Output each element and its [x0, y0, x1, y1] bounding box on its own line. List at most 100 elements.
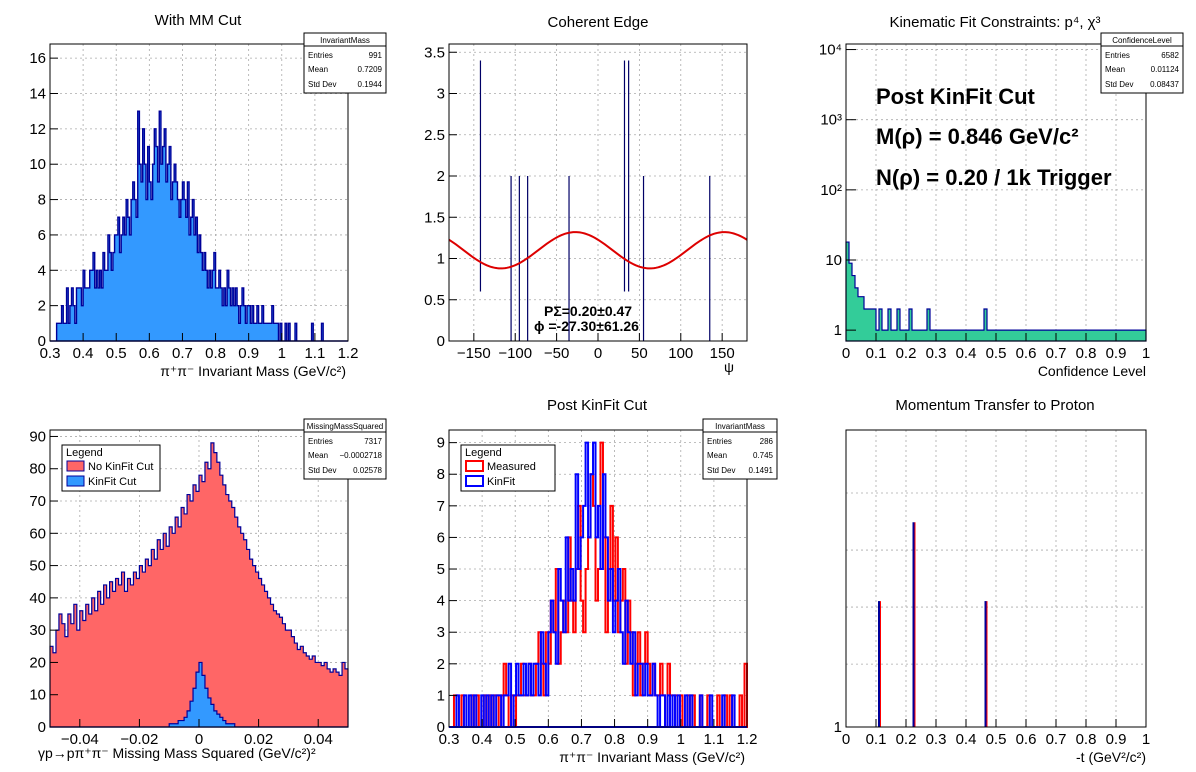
y-tick-label: 10³ — [820, 112, 842, 129]
stats-entries-value: 991 — [369, 51, 383, 60]
y-tick-label: 3 — [437, 624, 445, 641]
panel5-legend: Legend Measured KinFit — [460, 444, 556, 492]
panel4-xlabel: γp→pπ⁺π⁻ Missing Mass Squared (GeV/c²)² — [38, 745, 316, 761]
panel6-y-ticks: 1 — [834, 719, 856, 736]
panel1-y-ticks: 0 2 4 6 8 10 12 14 16 — [29, 50, 58, 350]
y-tick-label: 50 — [29, 558, 46, 575]
panel3-x-ticks: 0 0.1 0.2 0.3 0.4 0.5 0.6 0.7 0.8 0.9 1 — [842, 333, 1150, 362]
stats-entries-value: 7317 — [364, 437, 382, 446]
stats-mean-value: 0.745 — [753, 451, 774, 460]
x-tick-label: 1.1 — [703, 731, 724, 748]
x-tick-label: 0.4 — [956, 345, 977, 362]
panel-kinfit-cl: Kinematic Fit Constraints: p⁴, χ³ 0 0.1 0.… — [819, 14, 1184, 379]
panel1-xlabel: π⁺π⁻ Invariant Mass (GeV/c²) — [160, 363, 346, 379]
x-tick-label: 0 — [842, 731, 850, 748]
x-tick-label: 0.7 — [1046, 345, 1067, 362]
stats-entries-key: Entries — [308, 437, 333, 446]
x-tick-label: −0.04 — [61, 731, 99, 748]
stats-entries-key: Entries — [707, 437, 732, 446]
y-tick-label: 8 — [38, 192, 46, 209]
x-tick-label: 0 — [594, 345, 602, 362]
panel4-x-ticks: −0.04 −0.02 0 0.02 0.04 — [61, 719, 333, 748]
histogram-kinfit — [449, 441, 747, 728]
y-tick-label: 60 — [29, 525, 46, 542]
stats-stddev-key: Std Dev — [707, 466, 735, 475]
stats-name: MissingMassSquared — [307, 422, 383, 431]
y-tick-label: 0.5 — [424, 292, 445, 309]
stats-stddev-key: Std Dev — [1105, 80, 1133, 89]
legend-swatch-kinfit — [465, 475, 484, 487]
panel5-stats-box: InvariantMass Entries 286 Mean 0.745 Std… — [702, 418, 778, 480]
x-tick-label: 0.4 — [956, 731, 977, 748]
stats-entries-key: Entries — [308, 51, 333, 60]
y-tick-label: 30 — [29, 622, 46, 639]
x-tick-label: 0.6 — [1016, 731, 1037, 748]
x-tick-label: 0.3 — [40, 345, 61, 362]
x-tick-label: 0.9 — [1106, 731, 1127, 748]
legend-entry-kinfit: KinFit Cut — [88, 476, 136, 488]
stats-stddev-value: 0.1944 — [358, 80, 383, 89]
y-tick-label: 20 — [29, 654, 46, 671]
panel2-fit-psigma: PΣ=0.20±0.47 — [544, 303, 632, 319]
panel5-title: Post KinFit Cut — [547, 397, 648, 414]
stats-entries-key: Entries — [1105, 51, 1130, 60]
x-tick-label: 0.7 — [1046, 731, 1067, 748]
y-tick-label: 14 — [29, 86, 46, 103]
panel-missing-mass: −0.04 −0.02 0 0.02 0.04 0102030405060708090 … — [29, 418, 387, 761]
panel6-xlabel: -t (GeV²/c²) — [1076, 749, 1146, 765]
x-tick-label: 0.9 — [238, 345, 259, 362]
x-tick-label: 1 — [677, 731, 685, 748]
y-tick-label: 1 — [437, 251, 445, 268]
legend-header: Legend — [66, 447, 103, 459]
legend-entry-kinfit: KinFit — [487, 476, 515, 488]
x-tick-label: 0.6 — [538, 731, 559, 748]
y-tick-label: 10 — [825, 252, 842, 269]
y-tick-label: 16 — [29, 50, 46, 67]
panel5-y-ticks: 0 1 2 3 4 5 6 7 8 9 — [437, 435, 457, 736]
x-tick-label: −0.02 — [120, 731, 158, 748]
panel5-x-ticks: 0.3 0.4 0.5 0.6 0.7 0.8 0.9 1 1.1 1.2 — [439, 719, 757, 748]
y-tick-label: 5 — [437, 561, 445, 578]
x-tick-label: 0.8 — [1076, 345, 1097, 362]
panel3-annotation-mass: M(ρ) = 0.846 GeV/c² — [876, 124, 1079, 149]
x-tick-label: 150 — [710, 345, 735, 362]
x-tick-label: 0.8 — [205, 345, 226, 362]
panel2-frame — [448, 43, 748, 342]
stats-mean-key: Mean — [308, 451, 328, 460]
y-tick-label: 10 — [29, 156, 46, 173]
panel3-y-ticks: 1 10 10² 10³ 10⁴ — [819, 42, 856, 339]
panel6-frame — [845, 429, 1147, 728]
stats-mean-value: 0.01124 — [1151, 65, 1180, 74]
panel-coherent-edge: Coherent Edge −150 −100 −50 0 50 100 150 0 0.5 1… — [424, 14, 748, 375]
panel2-xlabel: ψ — [724, 359, 734, 375]
panel2-title: Coherent Edge — [548, 14, 649, 31]
stats-stddev-value: 0.1491 — [749, 466, 774, 475]
panel6-grid — [845, 430, 1147, 727]
x-tick-label: 100 — [668, 345, 693, 362]
x-tick-label: 0.5 — [106, 345, 127, 362]
x-tick-label: −50 — [544, 345, 569, 362]
y-tick-label: 0 — [437, 719, 445, 736]
histogram-bars — [50, 110, 348, 342]
y-tick-label: 1 — [834, 719, 842, 736]
panel1-title: With MM Cut — [155, 12, 243, 29]
y-tick-label: 1 — [437, 687, 445, 704]
legend-header: Legend — [465, 447, 502, 459]
panel2-fit-phi: ϕ =-27.30±61.26 — [534, 318, 639, 334]
x-tick-label: 0 — [842, 345, 850, 362]
x-tick-label: 0.2 — [896, 345, 917, 362]
x-tick-label: 0.02 — [244, 731, 273, 748]
stats-entries-value: 6582 — [1161, 51, 1179, 60]
x-tick-label: 0.7 — [172, 345, 193, 362]
y-tick-label: 2 — [437, 656, 445, 673]
y-tick-label: 80 — [29, 461, 46, 478]
stats-stddev-value: 0.08437 — [1150, 80, 1179, 89]
y-tick-label: 10 — [29, 687, 46, 704]
stats-mean-key: Mean — [308, 65, 328, 74]
panel5-xlabel: π⁺π⁻ Invariant Mass (GeV/c²) — [559, 749, 745, 765]
y-tick-label: 4 — [437, 593, 445, 610]
legend-entry-measured: Measured — [487, 461, 536, 473]
x-tick-label: 0.8 — [1076, 731, 1097, 748]
x-tick-label: 1 — [1142, 731, 1150, 748]
